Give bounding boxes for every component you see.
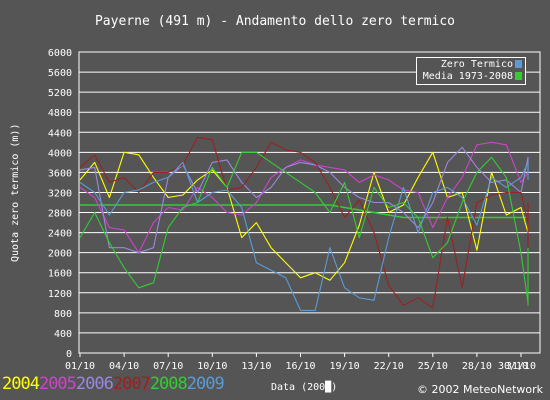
y-tick-label: 1600 [48,269,72,280]
x-tick-label: 22/10 [374,361,404,372]
x-tick-label: 07/10 [153,361,183,372]
y-tick-label: 4000 [48,148,72,159]
legend-swatch-green [515,72,522,80]
y-tick-label: 3200 [48,188,72,199]
y-tick-label: 5200 [48,88,72,99]
y-tick-label: 6000 [48,48,72,59]
series-lines [79,136,529,311]
x-axis-label: Data (200█) [271,382,338,393]
y-tick-label: 2400 [48,229,72,240]
legend-label: Media 1973-2008 [422,70,513,82]
x-tick-label: 13/10 [241,361,271,372]
year-2008: 2008 [149,374,188,394]
y-tick-label: 400 [54,329,72,340]
series-line-2009 [79,161,529,311]
x-tick-label: 31/10 [506,361,536,372]
y-tick-label: 2000 [48,249,72,260]
y-tick-label: 3600 [48,168,72,179]
legend-swatch-blue [515,60,522,68]
credit: © 2002 MeteoNetwork [417,383,543,396]
x-tick-label: 25/10 [418,361,448,372]
series-line-media [80,204,528,219]
year-2007: 2007 [112,374,151,394]
y-tick-label: 4400 [48,128,72,139]
y-tick-label: 0 [66,349,72,360]
y-tick-label: 1200 [48,289,72,300]
year-2004: 2004 [2,374,40,394]
plot-area [78,51,541,354]
y-tick-label: 800 [54,309,72,320]
legend-item-zero-termico: Zero Termico [417,58,525,70]
series-line-2007 [79,136,529,309]
legend-label: Zero Termico [440,58,513,70]
y-tick-label: 2800 [48,209,72,220]
series-line-2006 [79,146,529,254]
series-line-2004 [79,151,529,281]
x-tick-labels: 01/10 04/10 07/10 10/10 13/10 16/10 19/10 22/10… [65,361,536,372]
legend-item-media: Media 1973-2008 [417,70,525,82]
x-tick-label: 10/10 [197,361,227,372]
y-tick-label: 5600 [48,68,72,79]
x-tick-label-extra: 30/10 [498,361,528,372]
y-axis-label: Quota zero termico (m)) [10,123,21,262]
chart-title: Payerne (491 m) - Andamento dello zero t… [94,14,456,29]
year-2006: 2006 [75,374,114,394]
year-2009: 2009 [186,374,225,394]
series-line-2008 [79,151,529,306]
x-tick-label: 16/10 [285,361,315,372]
x-tick-label: 28/10 [462,361,492,372]
y-tick-labels: 0 400 800 1200 1600 2000 2400 2800 3200 3600 4000 4… [48,48,72,360]
year-2005: 2005 [38,374,77,394]
year-legend: 2004 2005 2006 2007 2008 2009 [2,374,225,394]
y-tick-label: 4800 [48,108,72,119]
legend: Zero Termico Media 1973-2008 [416,57,526,85]
x-tick-label: 04/10 [109,361,139,372]
x-tick-label: 19/10 [330,361,360,372]
x-tick-label: 01/10 [65,361,95,372]
